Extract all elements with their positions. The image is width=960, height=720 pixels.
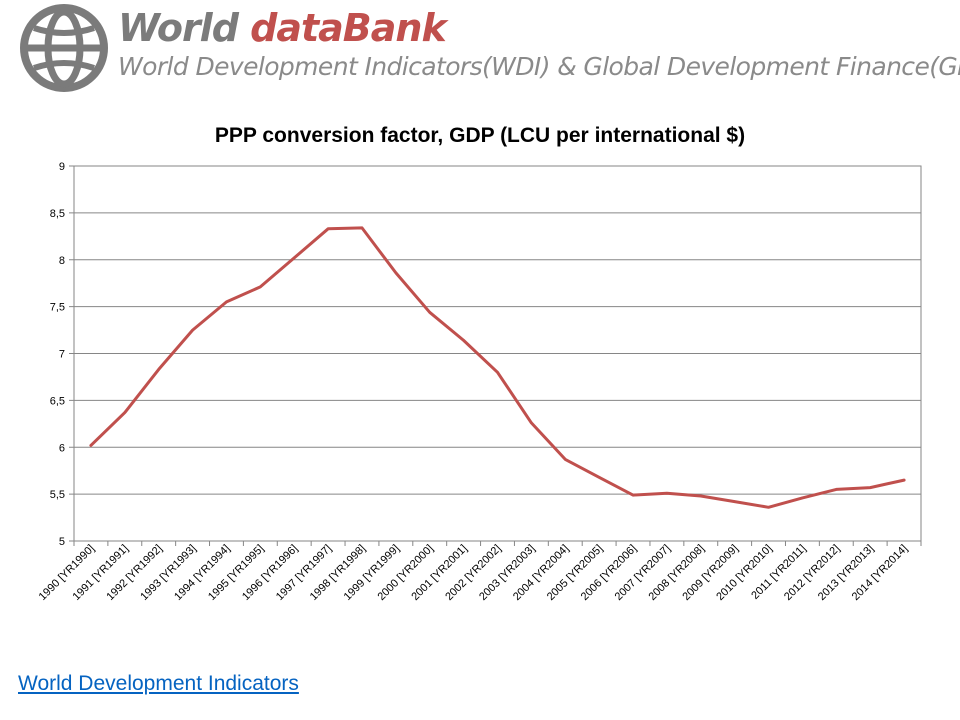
data-point: [902, 478, 906, 482]
data-point: [665, 491, 669, 495]
data-point: [428, 311, 431, 314]
data-point: [157, 368, 160, 371]
data-point: [123, 411, 127, 414]
data-point: [462, 339, 465, 342]
data-point: [801, 496, 804, 500]
data-point: [835, 488, 838, 491]
data-point: [496, 371, 499, 374]
header: World dataBank World Development Indicat…: [0, 0, 960, 100]
data-point: [89, 444, 93, 447]
series-line: [89, 226, 906, 509]
brand-title-part1: World: [118, 6, 251, 50]
data-point: [191, 328, 194, 332]
data-point: [394, 271, 398, 275]
y-tick-label: 8,5: [50, 208, 65, 220]
data-point: [767, 506, 770, 509]
data-point: [530, 421, 533, 425]
data-point: [293, 256, 296, 260]
y-tick-label: 6,5: [50, 395, 65, 407]
brand-title-part2: dataBank: [250, 6, 447, 50]
brand-subtitle: World Development Indicators(WDI) & Glob…: [118, 52, 960, 81]
brand-title: World dataBank: [118, 6, 447, 50]
y-tick-label: 5,5: [50, 489, 65, 501]
y-tick-label: 9: [59, 161, 65, 173]
data-point: [597, 476, 601, 479]
globe-logo-icon: [20, 4, 108, 92]
y-tick-label: 7,5: [50, 302, 65, 314]
data-point: [564, 458, 567, 461]
data-point: [733, 500, 736, 503]
data-point: [360, 226, 364, 230]
y-tick-label: 6: [59, 442, 65, 454]
chart-title: PPP conversion factor, GDP (LCU per inte…: [214, 124, 746, 147]
y-tick-label: 8: [59, 255, 65, 267]
data-point: [699, 494, 702, 498]
data-point: [259, 285, 262, 289]
data-point: [225, 300, 228, 304]
data-point: [326, 227, 330, 231]
y-tick-label: 7: [59, 349, 65, 361]
y-tick-label: 5: [59, 536, 65, 548]
data-point: [868, 486, 872, 489]
data-point: [631, 493, 635, 497]
world-development-indicators-link[interactable]: World Development Indicators: [18, 672, 299, 695]
